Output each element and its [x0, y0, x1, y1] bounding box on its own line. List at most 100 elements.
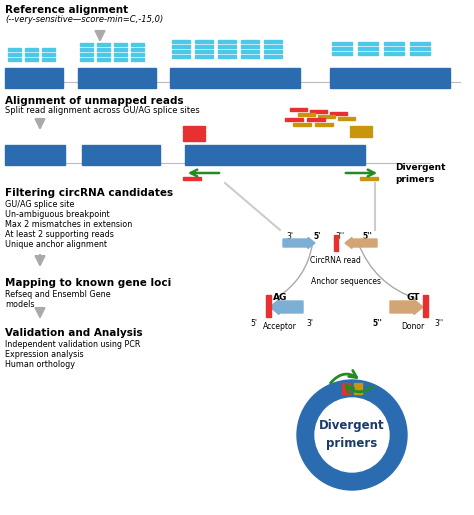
- Bar: [183, 130, 205, 133]
- Bar: [25, 58, 38, 60]
- Text: Divergent
primers: Divergent primers: [395, 163, 446, 184]
- Text: Expression analysis: Expression analysis: [5, 350, 83, 359]
- Bar: [5, 68, 63, 88]
- Text: Unique anchor alignment: Unique anchor alignment: [5, 240, 107, 249]
- Bar: [360, 177, 378, 180]
- Bar: [264, 55, 282, 58]
- Bar: [264, 45, 282, 47]
- Bar: [82, 145, 160, 165]
- Bar: [185, 145, 365, 165]
- Text: Refseq and Ensembl Gene: Refseq and Ensembl Gene: [5, 290, 110, 299]
- Bar: [332, 47, 352, 49]
- Text: 3'': 3'': [435, 319, 444, 328]
- Text: 3': 3': [307, 319, 313, 328]
- FancyArrow shape: [345, 237, 377, 249]
- Bar: [264, 40, 282, 43]
- Bar: [218, 55, 236, 58]
- Text: 3': 3': [286, 232, 293, 241]
- Bar: [183, 126, 205, 129]
- Bar: [423, 295, 428, 317]
- Bar: [172, 50, 190, 53]
- Bar: [97, 43, 110, 45]
- Bar: [114, 53, 127, 56]
- Circle shape: [297, 380, 407, 490]
- Bar: [183, 177, 201, 180]
- Bar: [285, 118, 303, 121]
- Bar: [25, 48, 38, 50]
- Bar: [195, 40, 213, 43]
- Bar: [330, 112, 347, 114]
- Text: Mapping to known gene loci: Mapping to known gene loci: [5, 278, 171, 288]
- Bar: [172, 55, 190, 58]
- Bar: [218, 50, 236, 53]
- Bar: [131, 53, 144, 56]
- Bar: [97, 58, 110, 60]
- Text: AG: AG: [273, 293, 287, 302]
- Bar: [195, 45, 213, 47]
- Text: Independent validation using PCR: Independent validation using PCR: [5, 340, 140, 349]
- Bar: [318, 115, 335, 117]
- Bar: [80, 58, 93, 60]
- Bar: [170, 68, 300, 88]
- Bar: [410, 47, 430, 49]
- Text: GU/AG splice site: GU/AG splice site: [5, 200, 74, 209]
- Bar: [332, 52, 352, 55]
- Bar: [97, 53, 110, 56]
- Text: At least 2 supporting reads: At least 2 supporting reads: [5, 230, 114, 239]
- Bar: [293, 123, 311, 126]
- Text: Reference alignment: Reference alignment: [5, 5, 128, 15]
- Bar: [350, 134, 372, 137]
- Bar: [310, 110, 327, 112]
- Text: 5'': 5'': [362, 232, 372, 241]
- Bar: [80, 48, 93, 50]
- Bar: [354, 383, 362, 394]
- FancyArrow shape: [283, 237, 315, 249]
- Bar: [358, 47, 378, 49]
- Text: Human orthology: Human orthology: [5, 360, 75, 369]
- Text: Split read alignment across GU/AG splice sites: Split read alignment across GU/AG splice…: [5, 106, 200, 115]
- Text: Donor: Donor: [401, 322, 425, 331]
- Bar: [315, 123, 333, 126]
- Bar: [80, 53, 93, 56]
- Text: Divergent
primers: Divergent primers: [319, 420, 385, 451]
- Text: Validation and Analysis: Validation and Analysis: [5, 328, 143, 338]
- Bar: [114, 48, 127, 50]
- Bar: [342, 383, 350, 394]
- Bar: [410, 52, 430, 55]
- Bar: [114, 58, 127, 60]
- Bar: [172, 45, 190, 47]
- Text: 5': 5': [313, 232, 321, 241]
- Bar: [183, 138, 205, 141]
- Text: 5': 5': [250, 319, 257, 328]
- Bar: [218, 40, 236, 43]
- Text: 3'': 3'': [336, 232, 345, 241]
- Text: models: models: [5, 300, 35, 309]
- Bar: [42, 53, 55, 56]
- Bar: [290, 108, 307, 111]
- Bar: [358, 42, 378, 44]
- Bar: [384, 47, 404, 49]
- Bar: [332, 42, 352, 44]
- Text: 5'': 5'': [372, 319, 382, 328]
- Bar: [266, 295, 271, 317]
- Text: CircRNA read: CircRNA read: [310, 256, 360, 265]
- Bar: [330, 68, 450, 88]
- Bar: [131, 48, 144, 50]
- Bar: [410, 42, 430, 44]
- Bar: [338, 117, 355, 119]
- Bar: [195, 50, 213, 53]
- FancyArrow shape: [270, 300, 303, 315]
- Bar: [8, 53, 21, 56]
- Bar: [183, 134, 205, 137]
- Bar: [298, 113, 315, 115]
- Bar: [172, 40, 190, 43]
- Bar: [307, 118, 325, 121]
- Circle shape: [315, 398, 389, 472]
- Bar: [131, 43, 144, 45]
- Bar: [42, 58, 55, 60]
- Bar: [78, 68, 156, 88]
- Bar: [114, 43, 127, 45]
- Bar: [350, 126, 372, 129]
- Bar: [42, 48, 55, 50]
- Text: Filtering circRNA candidates: Filtering circRNA candidates: [5, 188, 173, 198]
